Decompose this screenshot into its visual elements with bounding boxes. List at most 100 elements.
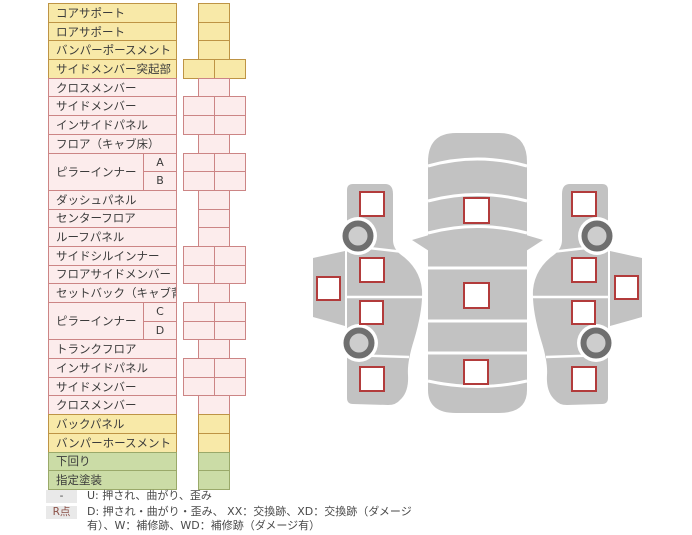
- left-mirror-icon: [412, 235, 429, 251]
- wheel-icon: [340, 324, 378, 362]
- damage-cell[interactable]: [198, 133, 230, 154]
- damage-cell[interactable]: [183, 115, 215, 135]
- damage-cell[interactable]: [198, 432, 230, 453]
- damage-cell[interactable]: [214, 152, 246, 173]
- part-label: クロスメンバー: [48, 395, 177, 416]
- table-row: トランクフロア: [48, 339, 246, 360]
- damage-cell[interactable]: [198, 227, 230, 247]
- part-label: サイドメンバー: [48, 96, 177, 117]
- part-label: コアサポート: [48, 3, 177, 23]
- table-row: ダッシュパネル: [48, 189, 246, 210]
- table-row: インサイドパネル: [48, 115, 246, 135]
- damage-marker-right-4[interactable]: [571, 366, 597, 392]
- table-row: センターフロア: [48, 208, 246, 229]
- damage-cell[interactable]: [214, 96, 246, 117]
- table-row: サイドメンバー: [48, 96, 246, 117]
- damage-cell[interactable]: [198, 395, 230, 416]
- part-label: ルーフパネル: [48, 227, 177, 247]
- damage-cell[interactable]: [198, 339, 230, 360]
- damage-cell[interactable]: [198, 189, 230, 210]
- damage-marker-left-4[interactable]: [359, 366, 385, 392]
- damage-marker-left-2[interactable]: [359, 257, 385, 283]
- damage-cell[interactable]: [214, 320, 246, 341]
- legend-item: - U: 押され、曲がり、歪み: [46, 489, 432, 503]
- damage-cell[interactable]: [183, 302, 215, 322]
- part-label: センターフロア: [48, 208, 177, 229]
- wheel-icon: [339, 217, 377, 255]
- damage-cell[interactable]: [183, 152, 215, 173]
- damage-cell[interactable]: [214, 59, 246, 79]
- wheel-icon: [342, 220, 374, 252]
- legend-key: R点: [46, 506, 77, 519]
- part-label: バックパネル: [48, 414, 177, 434]
- damage-marker-top-1[interactable]: [463, 197, 490, 224]
- part-label: 指定塗装: [48, 470, 177, 490]
- damage-cell[interactable]: [214, 245, 246, 266]
- damage-cell[interactable]: [183, 171, 215, 191]
- damage-cell[interactable]: [198, 283, 230, 304]
- damage-marker-right-roof[interactable]: [614, 275, 639, 300]
- table-row: バンパーホースメント: [48, 432, 246, 453]
- part-label: 下回り: [48, 451, 177, 472]
- legend-key: -: [46, 490, 77, 503]
- damage-cell[interactable]: [214, 376, 246, 397]
- table-row: ルーフパネル: [48, 227, 246, 247]
- table-row-group: ピラーインナー A B: [48, 152, 246, 191]
- damage-marker-right-1[interactable]: [571, 191, 597, 217]
- legend-text: D: 押され・曲がり・歪み、 XX：交換跡、XD：交換跡（ダメージ有）、W：補修…: [87, 505, 412, 532]
- part-label: インサイドパネル: [48, 358, 177, 378]
- damage-marker-right-3[interactable]: [571, 300, 596, 325]
- damage-cell[interactable]: [198, 208, 230, 229]
- part-label: バンパーポースメント: [48, 40, 177, 61]
- damage-cell[interactable]: [183, 376, 215, 397]
- table-row: クロスメンバー: [48, 395, 246, 416]
- damage-marker-left-3[interactable]: [359, 300, 384, 325]
- damage-markers: [316, 191, 639, 392]
- damage-cell[interactable]: [198, 40, 230, 61]
- damage-cell[interactable]: [214, 115, 246, 135]
- damage-cell[interactable]: [214, 264, 246, 285]
- part-label: サイドメンバー突起部: [48, 59, 177, 79]
- damage-cell[interactable]: [214, 171, 246, 191]
- table-row: バックパネル: [48, 414, 246, 434]
- table-row: インサイドパネル: [48, 358, 246, 378]
- damage-cell[interactable]: [214, 358, 246, 378]
- damage-marker-left-1[interactable]: [359, 191, 385, 217]
- damage-cell[interactable]: [198, 451, 230, 472]
- damage-cell[interactable]: [198, 414, 230, 434]
- damage-cell[interactable]: [198, 470, 230, 490]
- right-mirror-icon: [526, 235, 543, 251]
- table-row: クロスメンバー: [48, 77, 246, 98]
- legend: - U: 押され、曲がり、歪み R点 D: 押され・曲がり・歪み、 XX：交換跡…: [46, 489, 432, 534]
- damage-cell[interactable]: [198, 21, 230, 42]
- damage-cell[interactable]: [183, 96, 215, 117]
- part-label: ロアサポート: [48, 21, 177, 42]
- wheel-icon: [343, 327, 375, 359]
- damage-marker-left-roof[interactable]: [316, 276, 341, 301]
- legend-item: R点 D: 押され・曲がり・歪み、 XX：交換跡、XD：交換跡（ダメージ有）、W…: [46, 505, 432, 532]
- damage-marker-top-2[interactable]: [463, 282, 490, 309]
- table-row: 指定塗装: [48, 470, 246, 490]
- part-label: インサイドパネル: [48, 115, 177, 135]
- damage-cell[interactable]: [183, 264, 215, 285]
- wheel-icon: [581, 220, 613, 252]
- part-label: クロスメンバー: [48, 77, 177, 98]
- legend-text: U: 押され、曲がり、歪み: [87, 489, 212, 502]
- parts-table: コアサポート ロアサポート バンパーポースメント サイドメンバー突起部 クロスメ…: [48, 3, 246, 490]
- part-label: ピラーインナー: [48, 152, 144, 191]
- part-label: ダッシュパネル: [48, 189, 177, 210]
- table-row: 下回り: [48, 451, 246, 472]
- damage-marker-right-2[interactable]: [571, 257, 597, 283]
- part-label: フロア（キャブ床）: [48, 133, 177, 154]
- damage-cell[interactable]: [214, 302, 246, 322]
- table-row: コアサポート: [48, 3, 246, 23]
- damage-cell[interactable]: [198, 3, 230, 23]
- damage-cell[interactable]: [183, 59, 215, 79]
- damage-cell[interactable]: [198, 77, 230, 98]
- table-row: サイドメンバー: [48, 376, 246, 397]
- damage-cell[interactable]: [183, 358, 215, 378]
- damage-marker-top-3[interactable]: [463, 359, 489, 385]
- part-label: サイドメンバー: [48, 376, 177, 397]
- damage-cell[interactable]: [183, 245, 215, 266]
- damage-cell[interactable]: [183, 320, 215, 341]
